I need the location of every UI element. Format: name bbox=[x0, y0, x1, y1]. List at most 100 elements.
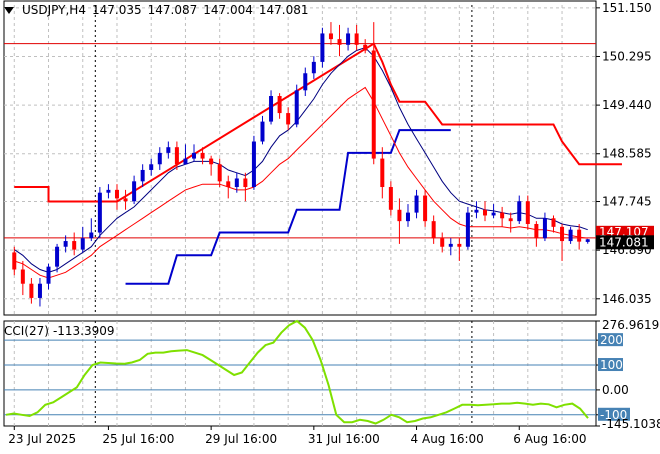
candle-body bbox=[192, 152, 197, 159]
current-price-tag bbox=[596, 235, 654, 250]
time-axis-label: 4 Aug 16:00 bbox=[411, 432, 484, 446]
symbol-label: USDJPY,H4 bbox=[22, 3, 86, 17]
candle-body bbox=[440, 238, 445, 247]
candle-body bbox=[380, 158, 385, 188]
cci-axis-label: 0.00 bbox=[602, 383, 629, 397]
price-axis-label: 148.585 bbox=[602, 147, 652, 161]
candle-body bbox=[525, 201, 530, 224]
candle-body bbox=[132, 181, 137, 202]
candle-body bbox=[551, 218, 556, 227]
ma-slow-line bbox=[14, 86, 588, 279]
candle-body bbox=[542, 218, 547, 239]
candle-body bbox=[465, 212, 470, 247]
candle-body bbox=[474, 209, 479, 213]
candle-body bbox=[457, 243, 462, 247]
candle-body bbox=[414, 195, 419, 213]
candle-body bbox=[354, 33, 359, 45]
cci-axis-label: 100 bbox=[600, 358, 623, 372]
time-axis-label: 29 Jul 16:00 bbox=[205, 432, 277, 446]
time-axis-label: 25 Jul 16:00 bbox=[102, 432, 174, 446]
reference-price-tag bbox=[596, 225, 654, 238]
candle-body bbox=[37, 283, 42, 298]
candle-body bbox=[89, 232, 94, 239]
candle-body bbox=[397, 209, 402, 222]
candle-body bbox=[114, 189, 119, 199]
time-axis-label: 23 Jul 2025 bbox=[8, 432, 76, 446]
candle-body bbox=[517, 201, 522, 222]
candle-body bbox=[320, 33, 325, 62]
candle-body bbox=[311, 61, 316, 74]
price-axis-label: 150.295 bbox=[602, 49, 652, 63]
candle-body bbox=[149, 164, 154, 170]
candle-body bbox=[431, 221, 436, 239]
candle-body bbox=[12, 252, 17, 270]
candle-body bbox=[405, 212, 410, 222]
candle-body bbox=[585, 239, 590, 242]
indicator-value: -113.3909 bbox=[52, 324, 115, 338]
candle-body bbox=[97, 192, 102, 233]
candle-body bbox=[55, 246, 60, 267]
candle-body bbox=[260, 121, 265, 142]
candle-body bbox=[303, 73, 308, 91]
ohlc-open: 147.035 bbox=[91, 3, 142, 17]
cci-level-tag bbox=[598, 358, 623, 372]
price-axis-label: 146.035 bbox=[602, 292, 652, 306]
candle-body bbox=[294, 90, 299, 125]
price-axis-label: 149.440 bbox=[602, 98, 652, 112]
candle-body bbox=[363, 44, 368, 51]
candle-body bbox=[209, 158, 214, 165]
candle-body bbox=[388, 187, 393, 210]
candle-body bbox=[560, 226, 565, 242]
candle-body bbox=[106, 189, 111, 193]
candle-body bbox=[217, 164, 222, 182]
cci-level-tag bbox=[598, 333, 623, 347]
candle-body bbox=[423, 195, 428, 222]
time-axis-label: 31 Jul 16:00 bbox=[308, 432, 380, 446]
cci-axis-label: 200 bbox=[600, 333, 623, 347]
candle-body bbox=[277, 96, 282, 114]
cci-axis-label: -100 bbox=[600, 408, 627, 422]
candle-body bbox=[174, 147, 179, 165]
candle-body bbox=[234, 178, 239, 188]
candle-body bbox=[46, 266, 51, 284]
candle-body bbox=[577, 229, 582, 242]
cci-line bbox=[5, 319, 589, 425]
price-axis-label: 147.745 bbox=[602, 195, 652, 209]
ohlc-low: 147.004 bbox=[203, 3, 253, 17]
candle-body bbox=[346, 33, 351, 45]
indicator-header: CCI(27) -113.3909 bbox=[4, 324, 115, 338]
candle-body bbox=[251, 141, 256, 188]
candle-body bbox=[371, 50, 376, 159]
ohlc-high: 147.087 bbox=[147, 3, 198, 17]
candle-body bbox=[63, 241, 68, 247]
candle-body bbox=[337, 39, 342, 45]
candle-body bbox=[200, 152, 205, 159]
candle-body bbox=[500, 212, 505, 219]
candle-body bbox=[157, 152, 162, 165]
cci-axis-label: 276.9619 bbox=[602, 318, 659, 332]
dropdown-triangle-icon[interactable] bbox=[4, 6, 14, 14]
cci-level-tag bbox=[598, 407, 630, 421]
candle-body bbox=[140, 169, 145, 182]
ma-fast-line bbox=[14, 47, 588, 273]
candle-body bbox=[269, 96, 274, 122]
indicator-name: CCI(27) bbox=[4, 324, 49, 338]
ohlc-close: 147.081 bbox=[258, 3, 309, 17]
candle-body bbox=[29, 283, 34, 298]
price-axis-label: 151.150 bbox=[602, 1, 652, 15]
candle-body bbox=[243, 178, 248, 188]
candle-body bbox=[123, 198, 128, 202]
candle-body bbox=[286, 113, 291, 125]
candle-body bbox=[491, 212, 496, 216]
candle-body bbox=[328, 33, 333, 40]
candle-body bbox=[226, 181, 231, 188]
candle-body bbox=[72, 241, 77, 250]
candle-body bbox=[166, 147, 171, 153]
stop-up-line bbox=[125, 129, 451, 285]
cci-axis-label: -145.1038 bbox=[602, 417, 660, 431]
candle-body bbox=[534, 223, 539, 239]
candle-body bbox=[568, 229, 573, 242]
candle-body bbox=[80, 238, 85, 250]
